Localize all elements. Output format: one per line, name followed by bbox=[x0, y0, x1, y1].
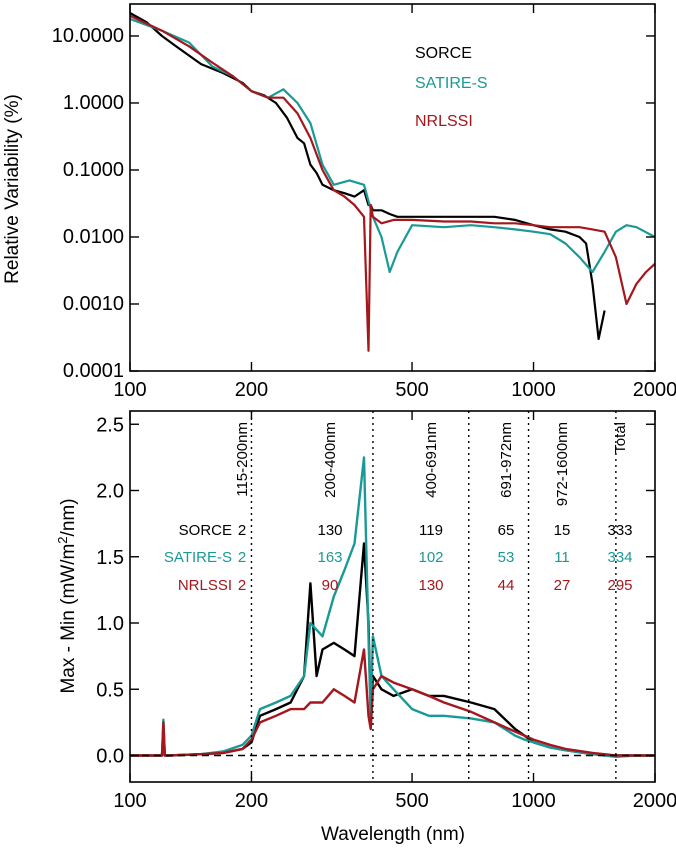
table-cell: 2 bbox=[238, 522, 246, 539]
band-label: 400-691nm bbox=[423, 422, 440, 498]
table-cell: 15 bbox=[554, 522, 571, 539]
table-cell: 295 bbox=[607, 577, 632, 594]
ylabel-superscript: 2 bbox=[55, 536, 70, 543]
top-y-tick-label: 0.0001 bbox=[63, 360, 124, 382]
bottom-panel: 100 200 500 1000 2000 0.0 0.5 1.0 1.5 2.0 2.5 115-… bbox=[55, 410, 676, 845]
band-table: 115-200nm 200-400nm 400-691nm 691-972nm 972-… bbox=[164, 422, 633, 594]
bottom-y-tick-label: 0.5 bbox=[96, 679, 124, 701]
bottom-series-nrlssi bbox=[130, 648, 655, 757]
table-cell: 130 bbox=[317, 522, 342, 539]
bottom-x-tick-label: 2000 bbox=[633, 790, 676, 812]
top-series-nrlssi bbox=[130, 14, 655, 352]
table-cell: 44 bbox=[498, 577, 515, 594]
band-label: 972-1600nm bbox=[554, 422, 571, 506]
ylabel-part: /nm) bbox=[58, 498, 79, 536]
top-x-tick-label: 500 bbox=[395, 379, 428, 401]
top-y-tick-label: 1.0000 bbox=[63, 92, 124, 114]
band-boundaries bbox=[250, 411, 617, 782]
band-label: 691-972nm bbox=[498, 422, 515, 498]
table-cell: 333 bbox=[607, 522, 632, 539]
top-legend: SORCE SATIRE-S NRLSSI bbox=[415, 45, 488, 130]
bottom-series-group bbox=[130, 456, 655, 758]
top-x-tick-label: 1000 bbox=[511, 379, 556, 401]
top-plot-frame bbox=[129, 3, 656, 372]
table-cell: 27 bbox=[554, 577, 571, 594]
bottom-y-tick-label: 1.5 bbox=[96, 547, 124, 569]
table-cell: 102 bbox=[418, 549, 443, 566]
bottom-axes: 100 200 500 1000 2000 0.0 0.5 1.0 1.5 2.0 2.5 bbox=[96, 411, 676, 812]
bottom-y-tick-label: 1.0 bbox=[96, 613, 124, 635]
top-axes: 100 200 500 1000 2000 0.0001 0.0010 0.0100 0.100… bbox=[52, 4, 676, 401]
top-y-tick-label: 0.1000 bbox=[63, 159, 124, 181]
band-label: Total bbox=[612, 422, 629, 454]
band-label: 200-400nm bbox=[322, 422, 339, 498]
bottom-y-tick-label: 0.0 bbox=[96, 746, 124, 768]
top-y-tick-label: 10.0000 bbox=[52, 25, 124, 47]
top-series-satires bbox=[130, 17, 655, 274]
table-cell: 130 bbox=[418, 577, 443, 594]
bottom-y-tick-label: 2.0 bbox=[96, 481, 124, 503]
legend-label-nrlssi: NRLSSI bbox=[415, 113, 473, 130]
table-row-name: SATIRE-S bbox=[164, 549, 232, 566]
table-cell: 163 bbox=[317, 549, 342, 566]
band-label: 115-200nm bbox=[234, 422, 251, 497]
x-axis-label: Wavelength (nm) bbox=[321, 824, 465, 845]
bottom-series-satires bbox=[130, 456, 655, 758]
table-cell: 65 bbox=[498, 522, 515, 539]
top-y-tick-label: 0.0100 bbox=[63, 226, 124, 248]
top-y-axis-label: Relative Variability (%) bbox=[2, 94, 23, 284]
ylabel-part: Max - Min (mW/m bbox=[58, 544, 79, 694]
legend-label-sorce: SORCE bbox=[415, 45, 472, 62]
top-y-tick-label: 0.0010 bbox=[63, 293, 124, 315]
bottom-x-tick-label: 1000 bbox=[511, 790, 556, 812]
bottom-plot-frame bbox=[129, 410, 656, 783]
table-row-name: NRLSSI bbox=[178, 577, 232, 594]
legend-label-satire: SATIRE-S bbox=[415, 75, 488, 92]
bottom-x-tick-label: 200 bbox=[235, 790, 268, 812]
top-series-group bbox=[130, 12, 655, 352]
table-cell: 2 bbox=[238, 577, 246, 594]
bottom-series-sorce bbox=[130, 542, 655, 757]
table-cell: 11 bbox=[554, 549, 570, 566]
bottom-x-tick-label: 100 bbox=[113, 790, 146, 812]
bottom-y-tick-label: 2.5 bbox=[96, 414, 124, 436]
table-row-name: SORCE bbox=[179, 522, 232, 539]
table-cell: 119 bbox=[419, 522, 443, 539]
table-cell: 90 bbox=[322, 577, 339, 594]
table-cell: 334 bbox=[607, 549, 632, 566]
bottom-y-axis-label: Max - Min (mW/m2/nm) bbox=[55, 498, 79, 693]
top-x-tick-label: 2000 bbox=[633, 379, 676, 401]
top-x-tick-label: 100 bbox=[113, 379, 146, 401]
table-cell: 53 bbox=[498, 549, 515, 566]
top-panel: 100 200 500 1000 2000 0.0001 0.0010 0.0100 0.100… bbox=[2, 3, 676, 401]
top-x-tick-label: 200 bbox=[235, 379, 268, 401]
table-cell: 2 bbox=[238, 549, 246, 566]
bottom-x-tick-label: 500 bbox=[395, 790, 428, 812]
